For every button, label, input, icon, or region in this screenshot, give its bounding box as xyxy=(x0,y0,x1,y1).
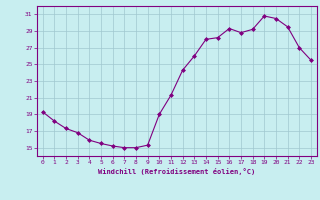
X-axis label: Windchill (Refroidissement éolien,°C): Windchill (Refroidissement éolien,°C) xyxy=(98,168,255,175)
